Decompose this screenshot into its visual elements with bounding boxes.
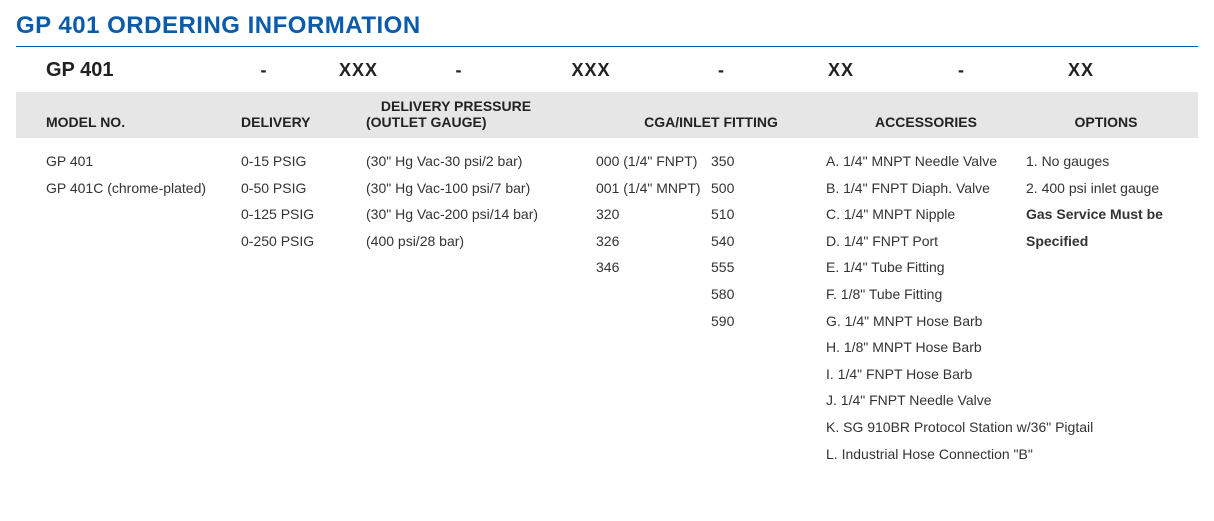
col-delivery: 0-15 PSIG 0-50 PSIG 0-125 PSIG 0-250 PSI… [241, 148, 366, 467]
code-field-options: XX [986, 60, 1176, 81]
accessory-item: B. 1/4" FNPT Diaph. Valve [826, 175, 1026, 202]
option-item: 2. 400 psi inlet gauge [1026, 175, 1186, 202]
outlet-gauge-item: (30" Hg Vac-100 psi/7 bar) [366, 175, 596, 202]
col-options: 1. No gauges 2. 400 psi inlet gauge Gas … [1026, 148, 1186, 467]
header-options: OPTIONS [1026, 114, 1186, 130]
code-field-cga: XXX [486, 60, 696, 81]
code-model: GP 401 [46, 59, 241, 82]
cga-item: 590 [711, 308, 826, 335]
cga-item: 540 [711, 228, 826, 255]
outlet-gauge-item: (30" Hg Vac-30 psi/2 bar) [366, 148, 596, 175]
header-model-no: MODEL NO. [46, 114, 241, 130]
delivery-item: 0-50 PSIG [241, 175, 366, 202]
accessory-item: A. 1/4" MNPT Needle Valve [826, 148, 1026, 175]
header-pressure-top: DELIVERY PRESSURE [366, 98, 546, 114]
option-note: Specified [1026, 228, 1186, 255]
accessory-item: J. 1/4" FNPT Needle Valve [826, 387, 1026, 414]
cga-item: 580 [711, 281, 826, 308]
col-model-no: GP 401 GP 401C (chrome-plated) [46, 148, 241, 467]
accessory-item: C. 1/4" MNPT Nipple [826, 201, 1026, 228]
cga-item: 350 [711, 148, 826, 175]
delivery-item: 0-15 PSIG [241, 148, 366, 175]
header-pressure-bottom: (OUTLET GAUGE) [366, 114, 487, 130]
code-field-accessories: XX [746, 60, 936, 81]
cga-item: 500 [711, 175, 826, 202]
header-pressure-group: DELIVERY PRESSURE (OUTLET GAUGE) [366, 98, 596, 130]
table-header-band: MODEL NO. DELIVERY DELIVERY PRESSURE (OU… [16, 92, 1198, 138]
accessory-item: G. 1/4" MNPT Hose Barb [826, 308, 1026, 335]
option-item: 1. No gauges [1026, 148, 1186, 175]
code-field-delivery: XXX [286, 60, 431, 81]
model-no-item: GP 401C (chrome-plated) [46, 175, 241, 202]
accessory-item: I. 1/4" FNPT Hose Barb [826, 361, 1026, 388]
col-cga-left: 000 (1/4" FNPT) 001 (1/4" MNPT) 320 326 … [596, 148, 711, 467]
delivery-item: 0-250 PSIG [241, 228, 366, 255]
header-delivery-group: DELIVERY [241, 114, 366, 130]
table-body: GP 401 GP 401C (chrome-plated) 0-15 PSIG… [16, 138, 1198, 467]
cga-item: 000 (1/4" FNPT) [596, 148, 711, 175]
cga-item: 326 [596, 228, 711, 255]
ordering-code-row: GP 401 - XXX - XXX - XX - XX [16, 51, 1198, 92]
header-cga: CGA/INLET FITTING [596, 114, 826, 130]
code-sep: - [696, 60, 746, 81]
code-sep: - [431, 60, 486, 81]
accessory-item: F. 1/8" Tube Fitting [826, 281, 1026, 308]
cga-item: 510 [711, 201, 826, 228]
header-accessories: ACCESSORIES [826, 114, 1026, 130]
outlet-gauge-item: (400 psi/28 bar) [366, 228, 596, 255]
accessory-item: D. 1/4" FNPT Port [826, 228, 1026, 255]
accessory-item: K. SG 910BR Protocol Station w/36" Pigta… [826, 414, 1026, 441]
delivery-item: 0-125 PSIG [241, 201, 366, 228]
model-no-item: GP 401 [46, 148, 241, 175]
page-title: GP 401 ORDERING INFORMATION [16, 12, 1198, 47]
col-accessories: A. 1/4" MNPT Needle Valve B. 1/4" FNPT D… [826, 148, 1026, 467]
col-cga-right: 350 500 510 540 555 580 590 [711, 148, 826, 467]
cga-item: 555 [711, 254, 826, 281]
code-sep: - [241, 60, 286, 81]
code-sep: - [936, 60, 986, 81]
cga-item: 001 (1/4" MNPT) [596, 175, 711, 202]
accessory-item: H. 1/8" MNPT Hose Barb [826, 334, 1026, 361]
cga-item: 320 [596, 201, 711, 228]
outlet-gauge-item: (30" Hg Vac-200 psi/14 bar) [366, 201, 596, 228]
accessory-item: E. 1/4" Tube Fitting [826, 254, 1026, 281]
option-note: Gas Service Must be [1026, 201, 1186, 228]
header-delivery: DELIVERY [241, 114, 311, 130]
cga-item: 346 [596, 254, 711, 281]
col-outlet-gauge: (30" Hg Vac-30 psi/2 bar) (30" Hg Vac-10… [366, 148, 596, 467]
accessory-item: L. Industrial Hose Connection "B" [826, 441, 1026, 468]
